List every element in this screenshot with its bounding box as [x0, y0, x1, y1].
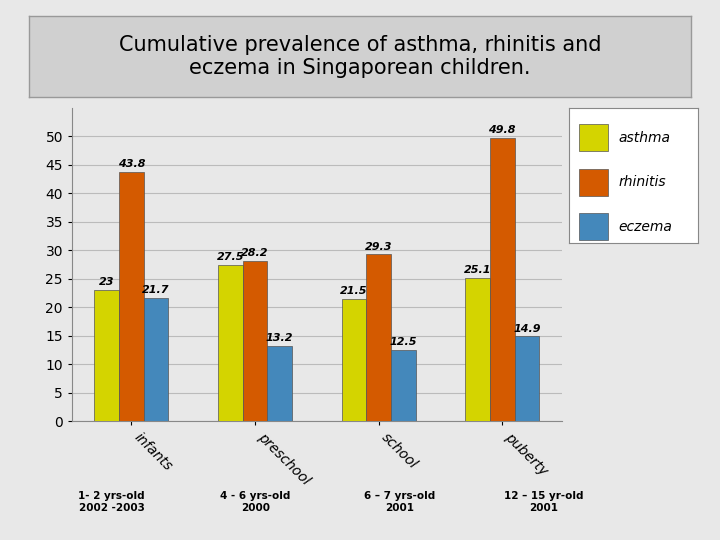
- Text: Cumulative prevalence of asthma, rhinitis and
eczema in Singaporean children.: Cumulative prevalence of asthma, rhiniti…: [119, 35, 601, 78]
- Text: 14.9: 14.9: [513, 323, 541, 334]
- Text: 25.1: 25.1: [464, 266, 491, 275]
- Text: 12 – 15 yr-old
2001: 12 – 15 yr-old 2001: [504, 491, 583, 513]
- Bar: [366, 254, 391, 421]
- Bar: [119, 172, 144, 421]
- Bar: [465, 278, 490, 421]
- Text: 13.2: 13.2: [266, 333, 294, 343]
- Text: asthma: asthma: [618, 131, 670, 145]
- Bar: [144, 298, 168, 421]
- Text: 6 – 7 yrs-old
2001: 6 – 7 yrs-old 2001: [364, 491, 435, 513]
- Text: 1- 2 yrs-old
2002 -2003: 1- 2 yrs-old 2002 -2003: [78, 491, 145, 513]
- Text: 21.7: 21.7: [143, 285, 170, 295]
- Text: 4 - 6 yrs-old
2000: 4 - 6 yrs-old 2000: [220, 491, 291, 513]
- Text: 21.5: 21.5: [340, 286, 368, 296]
- Bar: [490, 138, 515, 421]
- Bar: [579, 168, 608, 195]
- Bar: [515, 336, 539, 421]
- Bar: [94, 290, 119, 421]
- Text: 28.2: 28.2: [241, 248, 269, 258]
- Bar: [267, 346, 292, 421]
- Bar: [391, 350, 415, 421]
- Text: 49.8: 49.8: [488, 125, 516, 135]
- Bar: [243, 261, 267, 421]
- Text: rhinitis: rhinitis: [618, 176, 666, 189]
- Bar: [218, 265, 243, 421]
- Text: eczema: eczema: [618, 220, 672, 234]
- Text: 29.3: 29.3: [365, 241, 392, 252]
- Bar: [579, 213, 608, 240]
- Text: 23: 23: [99, 278, 114, 287]
- Text: 27.5: 27.5: [217, 252, 244, 262]
- Text: 12.5: 12.5: [390, 337, 417, 347]
- Text: 43.8: 43.8: [117, 159, 145, 169]
- Bar: [341, 299, 366, 421]
- Bar: [579, 124, 608, 151]
